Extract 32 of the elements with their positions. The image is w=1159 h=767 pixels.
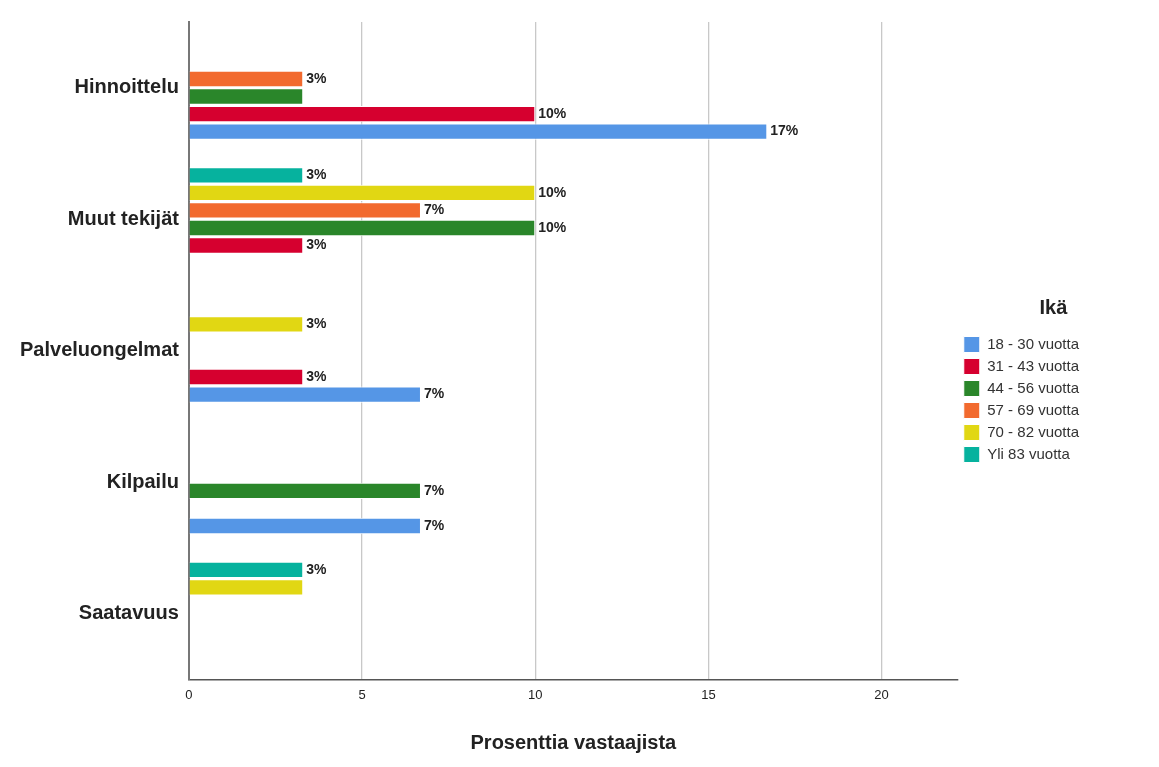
legend-title: Ikä bbox=[1039, 296, 1069, 319]
legend-label: 57 - 69 vuotta bbox=[987, 400, 1080, 418]
data-label: 3% bbox=[306, 315, 328, 332]
legend-label: 31 - 43 vuotta bbox=[987, 356, 1080, 374]
data-label: 7% bbox=[423, 516, 445, 533]
data-label: 3% bbox=[306, 236, 328, 253]
data-label: 10% bbox=[538, 218, 567, 235]
x-tick-label: 5 bbox=[358, 686, 366, 702]
x-tick-label: 10 bbox=[528, 686, 543, 702]
legend-label: 18 - 30 vuotta bbox=[987, 334, 1080, 352]
data-label: 10% bbox=[538, 104, 567, 121]
y-tick-label: Kilpailu bbox=[106, 469, 179, 492]
legend-label: 44 - 56 vuotta bbox=[987, 378, 1080, 396]
x-axis-title: Prosenttia vastaajista bbox=[470, 730, 678, 753]
data-label: 3% bbox=[306, 166, 328, 183]
data-label: 3% bbox=[306, 367, 328, 384]
data-label: 17% bbox=[770, 122, 799, 139]
data-label: 3% bbox=[306, 560, 328, 577]
legend-label: 70 - 82 vuotta bbox=[987, 422, 1080, 440]
y-tick-label: Palveluongelmat bbox=[20, 338, 180, 361]
y-tick-label: Hinnoittelu bbox=[74, 75, 179, 98]
data-label: 7% bbox=[423, 385, 445, 402]
data-label: 7% bbox=[423, 201, 445, 218]
data-label: 3% bbox=[306, 69, 328, 86]
data-label: 10% bbox=[538, 183, 567, 200]
y-tick-label: Muut tekijät bbox=[67, 206, 180, 229]
legend-label: Yli 83 vuotta bbox=[987, 444, 1071, 462]
x-tick-label: 20 bbox=[874, 686, 889, 702]
x-tick-label: 15 bbox=[701, 686, 716, 702]
data-label: 7% bbox=[423, 481, 445, 498]
y-tick-label: Saatavuus bbox=[78, 601, 179, 624]
x-tick-label: 0 bbox=[185, 686, 193, 702]
